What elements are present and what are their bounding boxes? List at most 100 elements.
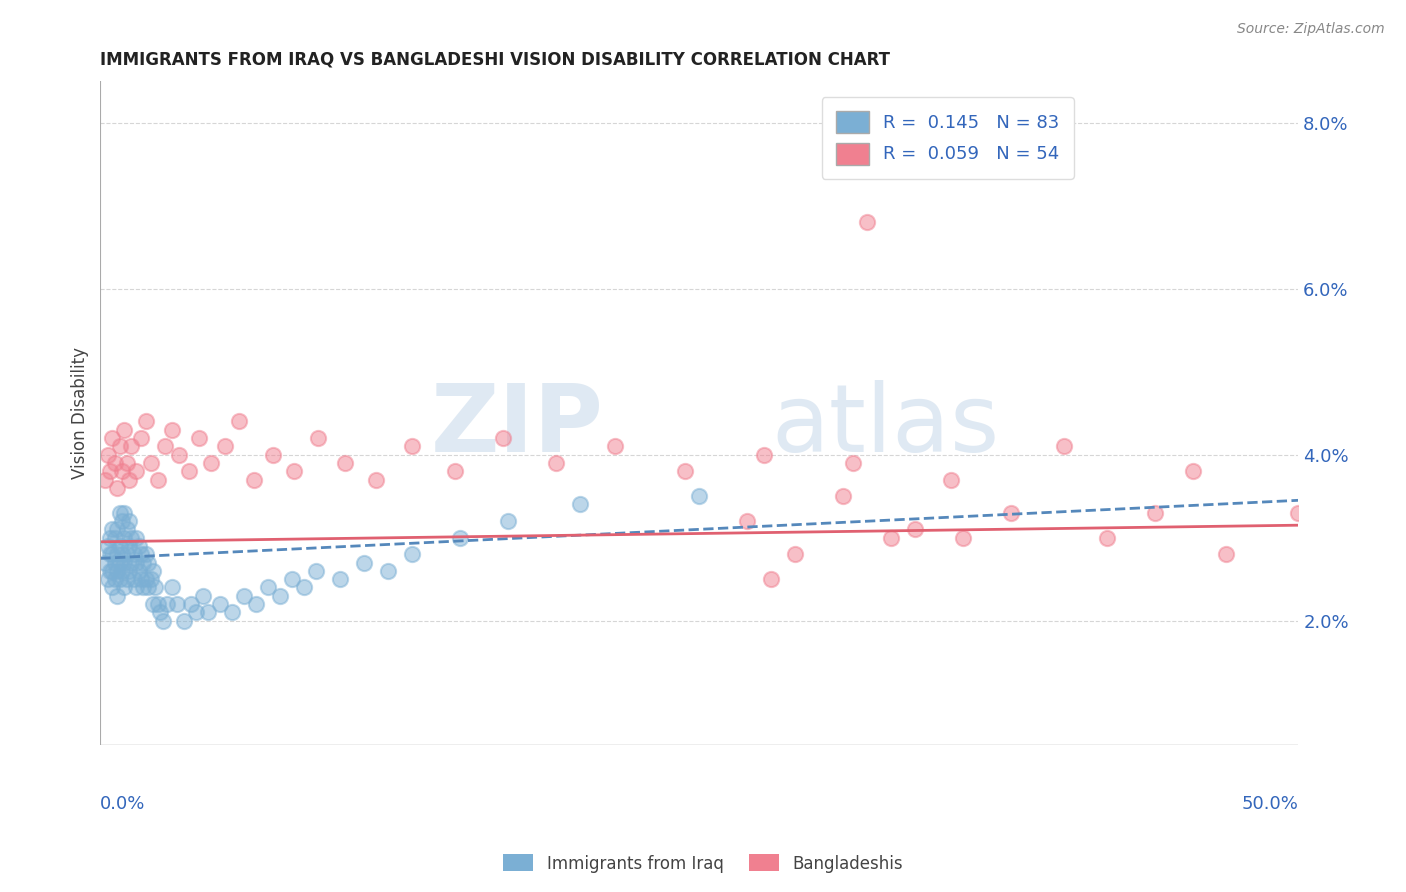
- Point: [118, 564, 141, 578]
- Point: [233, 589, 256, 603]
- Point: [104, 531, 127, 545]
- Point: [1000, 506, 1022, 520]
- Point: [129, 572, 152, 586]
- Point: [108, 572, 131, 586]
- Point: [101, 581, 124, 595]
- Point: [209, 597, 232, 611]
- Point: [152, 614, 174, 628]
- Point: [112, 506, 135, 520]
- Point: [122, 547, 145, 561]
- Point: [221, 605, 243, 619]
- Point: [105, 547, 128, 561]
- Text: IMMIGRANTS FROM IRAQ VS BANGLADESHI VISION DISABILITY CORRELATION CHART: IMMIGRANTS FROM IRAQ VS BANGLADESHI VISI…: [100, 51, 890, 69]
- Point: [444, 464, 467, 478]
- Legend: Immigrants from Iraq, Bangladeshis: Immigrants from Iraq, Bangladeshis: [496, 847, 910, 880]
- Point: [139, 572, 162, 586]
- Point: [112, 556, 135, 570]
- Point: [101, 431, 124, 445]
- Point: [108, 506, 131, 520]
- Point: [125, 531, 148, 545]
- Point: [108, 556, 131, 570]
- Point: [96, 448, 118, 462]
- Point: [142, 597, 165, 611]
- Text: 50.0%: 50.0%: [1241, 795, 1298, 813]
- Point: [153, 439, 176, 453]
- Point: [841, 456, 863, 470]
- Point: [401, 439, 423, 453]
- Point: [228, 415, 250, 429]
- Point: [186, 605, 208, 619]
- Point: [136, 556, 159, 570]
- Point: [673, 464, 696, 478]
- Point: [307, 431, 329, 445]
- Point: [104, 572, 127, 586]
- Point: [214, 439, 236, 453]
- Point: [377, 564, 399, 578]
- Point: [108, 439, 131, 453]
- Point: [832, 489, 855, 503]
- Point: [1052, 439, 1074, 453]
- Point: [160, 423, 183, 437]
- Point: [111, 547, 134, 561]
- Point: [160, 581, 183, 595]
- Point: [118, 473, 141, 487]
- Point: [305, 564, 328, 578]
- Point: [146, 597, 169, 611]
- Point: [1286, 506, 1309, 520]
- Point: [142, 564, 165, 578]
- Point: [111, 514, 134, 528]
- Legend: R =  0.145   N = 83, R =  0.059   N = 54: R = 0.145 N = 83, R = 0.059 N = 54: [821, 97, 1074, 179]
- Text: Source: ZipAtlas.com: Source: ZipAtlas.com: [1237, 22, 1385, 37]
- Point: [112, 581, 135, 595]
- Point: [156, 597, 179, 611]
- Point: [136, 581, 159, 595]
- Point: [200, 456, 222, 470]
- Point: [112, 423, 135, 437]
- Point: [111, 564, 134, 578]
- Point: [101, 564, 124, 578]
- Point: [1143, 506, 1166, 520]
- Point: [269, 589, 291, 603]
- Point: [364, 473, 387, 487]
- Point: [98, 531, 121, 545]
- Point: [104, 456, 127, 470]
- Point: [752, 448, 775, 462]
- Point: [145, 581, 167, 595]
- Point: [245, 597, 267, 611]
- Point: [180, 597, 202, 611]
- Point: [121, 439, 143, 453]
- Point: [125, 581, 148, 595]
- Point: [104, 556, 127, 570]
- Point: [96, 539, 118, 553]
- Point: [187, 431, 209, 445]
- Point: [492, 431, 515, 445]
- Point: [135, 415, 157, 429]
- Point: [139, 456, 162, 470]
- Point: [177, 464, 200, 478]
- Point: [105, 564, 128, 578]
- Point: [149, 605, 172, 619]
- Point: [105, 589, 128, 603]
- Point: [880, 531, 903, 545]
- Point: [1181, 464, 1204, 478]
- Point: [94, 556, 117, 570]
- Point: [173, 614, 195, 628]
- Point: [115, 572, 138, 586]
- Point: [688, 489, 710, 503]
- Y-axis label: Vision Disability: Vision Disability: [72, 347, 89, 479]
- Point: [193, 589, 215, 603]
- Point: [98, 464, 121, 478]
- Point: [98, 564, 121, 578]
- Point: [735, 514, 758, 528]
- Point: [262, 448, 284, 462]
- Point: [197, 605, 219, 619]
- Point: [605, 439, 627, 453]
- Point: [904, 522, 927, 536]
- Point: [544, 456, 567, 470]
- Point: [292, 581, 315, 595]
- Text: ZIP: ZIP: [430, 381, 603, 473]
- Point: [96, 572, 118, 586]
- Point: [115, 547, 138, 561]
- Point: [122, 572, 145, 586]
- Point: [105, 481, 128, 495]
